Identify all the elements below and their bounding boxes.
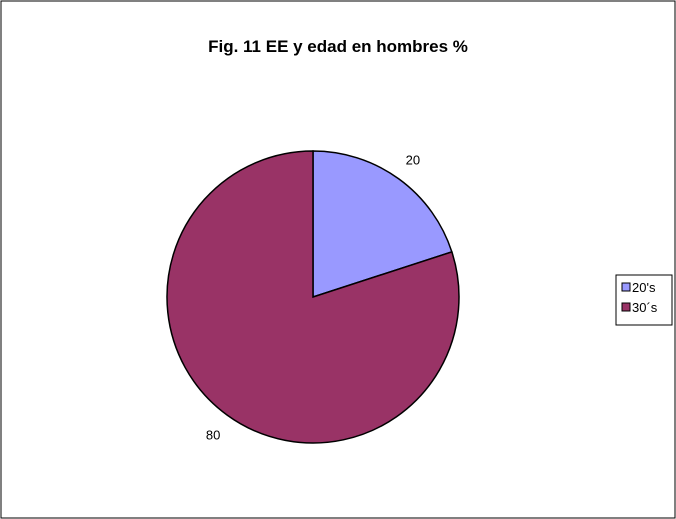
pie-slices [166,150,460,444]
data-label-30s: 80 [206,428,220,443]
pie-slice-30s [166,150,460,444]
legend-swatch-20s [621,282,631,292]
legend-label-20s: 20's [632,280,656,295]
legend-box [615,274,673,326]
chart-title: Fig. 11 EE y edad en hombres % [208,37,468,56]
legend-entries: 20's 30´s [621,280,658,315]
legend-swatch-30s [621,302,631,312]
data-label-20s: 20 [406,153,420,168]
legend-label-30s: 30´s [632,300,658,315]
legend: 20's 30´s [615,274,673,326]
pie-slice-20s [312,150,453,299]
